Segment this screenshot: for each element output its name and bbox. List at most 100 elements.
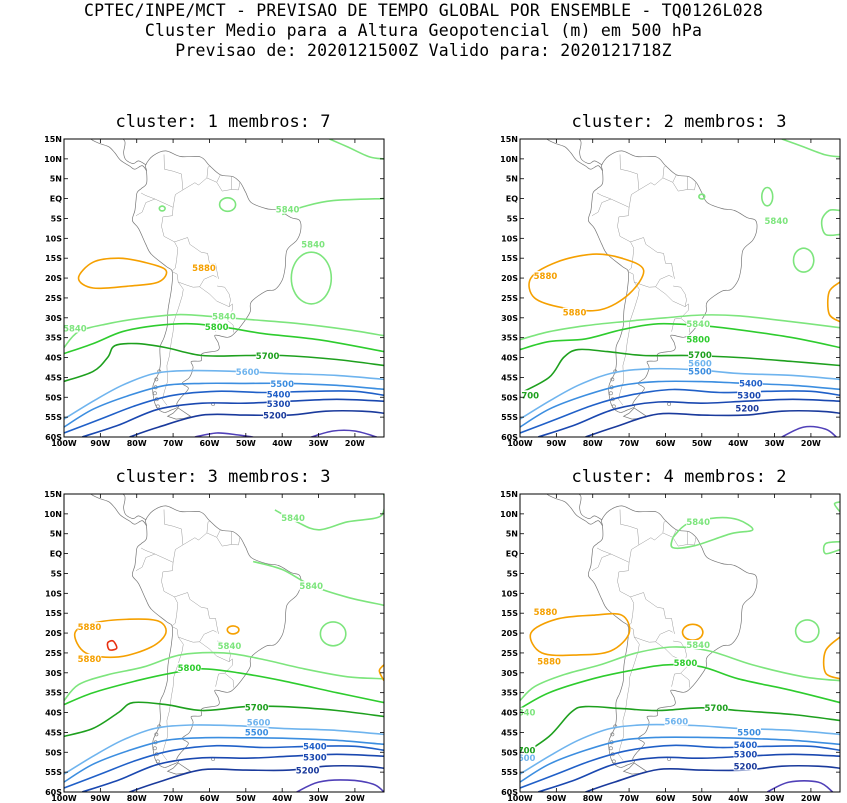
contour-line <box>781 139 840 158</box>
contour-line <box>64 651 384 702</box>
contour-label: 5500 <box>688 367 712 377</box>
lon-label: 60W <box>655 439 675 448</box>
contour-label-bg <box>263 410 287 420</box>
lat-label: 45S <box>501 728 518 737</box>
map-panel-4: 5840588058805840580057005600550054005300… <box>500 490 841 803</box>
country-border <box>135 553 175 598</box>
contour-label-bg <box>246 717 271 727</box>
lon-label: 20W <box>345 439 365 448</box>
contour-label: 5840 <box>63 325 87 335</box>
country-border <box>662 532 697 547</box>
country-border <box>596 192 611 200</box>
contour-label-bg <box>244 727 269 737</box>
contour-label-bg <box>77 622 102 632</box>
country-border <box>178 630 217 643</box>
country-border <box>638 165 667 191</box>
lon-label: 20W <box>801 439 821 448</box>
lat-label: 40S <box>45 354 62 363</box>
lat-label: 15S <box>45 254 62 263</box>
contour-line <box>520 705 840 757</box>
contour-label: 5700 <box>705 704 729 714</box>
lon-label: 100W <box>507 794 533 803</box>
contour-label: 5500 <box>737 728 761 738</box>
lon-label: 60W <box>199 439 219 448</box>
contour-label-bg <box>737 390 761 400</box>
lat-label: 20S <box>501 274 518 283</box>
lon-label: 60W <box>655 794 675 803</box>
lat-label: 10N <box>44 510 62 519</box>
lat-label: 50S <box>501 748 518 757</box>
country-border <box>638 520 667 546</box>
contour-label: 5200 <box>735 404 759 414</box>
contour-line <box>781 425 837 437</box>
lat-label: 50S <box>45 748 62 757</box>
lat-label: 20S <box>45 629 62 638</box>
contour-label: 5800 <box>674 659 698 669</box>
lat-label: 55S <box>45 768 62 777</box>
contour-line <box>81 753 384 792</box>
lat-label: EQ <box>506 195 518 204</box>
contour-line <box>833 501 840 513</box>
lon-label: 80W <box>127 439 147 448</box>
lat-label: 5S <box>51 569 63 578</box>
chart-subtitle: Cluster Medio para a Altura Geopotencial… <box>144 21 703 40</box>
contour-line <box>106 639 118 651</box>
contour-line <box>129 409 384 437</box>
contour-line <box>64 667 384 706</box>
lon-label: 30W <box>309 794 329 803</box>
forecast-dates: Previsao de: 2020121500Z Valido para: 20… <box>175 41 672 60</box>
contour-label-bg <box>739 378 763 388</box>
contour-label: 5840 <box>765 217 789 227</box>
contour-line <box>520 744 840 789</box>
map-frame <box>519 138 841 438</box>
country-border <box>627 596 635 627</box>
lat-label: 40S <box>501 709 518 718</box>
lat-label: 50S <box>45 393 62 402</box>
country-border <box>216 529 221 538</box>
contour-line <box>129 764 384 792</box>
contour-label-bg <box>735 403 760 413</box>
island <box>154 732 159 737</box>
lat-label: 55S <box>501 413 518 422</box>
lon-label: 50W <box>692 439 712 448</box>
contour-label: 5800 <box>686 336 710 346</box>
coastline <box>90 494 147 527</box>
lon-label: 70W <box>163 439 183 448</box>
lat-label: 25S <box>45 294 62 303</box>
contour-label: 5200 <box>734 763 758 773</box>
coastline <box>122 494 146 521</box>
map-frame <box>63 493 385 793</box>
contour-label: 5880 <box>78 655 102 665</box>
contour-label-bg <box>686 639 710 649</box>
contour-label: 5840 <box>218 642 242 652</box>
map-frame <box>519 493 841 793</box>
country-border <box>178 275 217 288</box>
lon-label: 100W <box>51 439 77 448</box>
lon-label: 100W <box>507 439 533 448</box>
contour-label: 5700 <box>256 352 280 362</box>
contour-label: 5600 <box>665 718 689 728</box>
lat-label: 15N <box>500 135 518 144</box>
lon-label: 70W <box>619 439 639 448</box>
contour-label-bg <box>686 318 710 328</box>
contour-label-bg <box>686 334 710 344</box>
country-border <box>206 532 241 547</box>
lon-label: 40W <box>728 439 748 448</box>
island <box>153 391 157 396</box>
lat-label: 20S <box>45 274 62 283</box>
panel-3-title: cluster: 3 membros: 3 <box>115 467 331 487</box>
country-border <box>140 192 155 200</box>
country-border <box>591 198 631 243</box>
contour-line <box>681 623 704 641</box>
lon-label: 80W <box>583 439 603 448</box>
lat-label: 45S <box>45 728 62 737</box>
contour-line <box>296 779 384 792</box>
contour-line <box>766 780 834 792</box>
lat-label: 25S <box>501 649 518 658</box>
country-border <box>618 271 640 406</box>
contour-line <box>670 516 754 550</box>
contour-label-bg <box>244 702 269 712</box>
country-border <box>655 285 687 308</box>
contour-label: 5700 <box>245 703 269 713</box>
contour-label: 5880 <box>563 309 587 319</box>
